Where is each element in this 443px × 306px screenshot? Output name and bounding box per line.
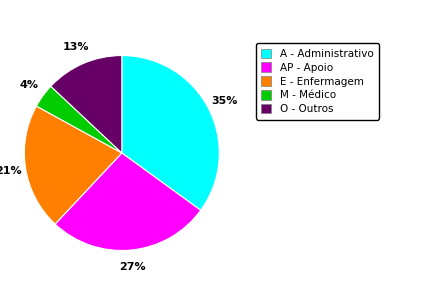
Wedge shape <box>122 56 219 210</box>
Text: 27%: 27% <box>119 263 146 272</box>
Text: 4%: 4% <box>19 80 38 90</box>
Text: 13%: 13% <box>63 43 89 52</box>
Wedge shape <box>24 106 122 224</box>
Wedge shape <box>36 86 122 153</box>
Text: 21%: 21% <box>0 166 22 176</box>
Legend: A - Administrativo, AP - Apoio, E - Enfermagem, M - Médico, O - Outros: A - Administrativo, AP - Apoio, E - Enfe… <box>256 43 379 120</box>
Wedge shape <box>55 153 201 250</box>
Wedge shape <box>51 56 122 153</box>
Text: 35%: 35% <box>211 96 237 106</box>
